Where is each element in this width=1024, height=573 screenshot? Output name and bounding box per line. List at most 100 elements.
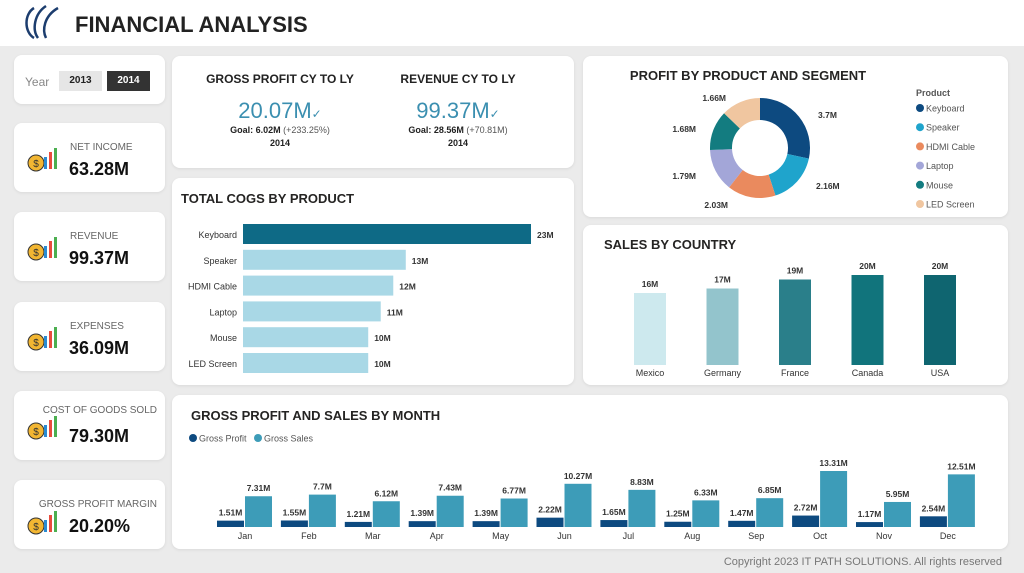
bar bbox=[536, 517, 564, 527]
bar bbox=[243, 224, 531, 244]
header: FINANCIAL ANALYSIS bbox=[0, 0, 1024, 46]
data-label: 2.16M bbox=[816, 181, 840, 191]
data-label: 2.72M bbox=[794, 503, 818, 513]
bar bbox=[344, 521, 372, 527]
kpi-value: 99.37M bbox=[69, 248, 130, 268]
category-label: Speaker bbox=[203, 256, 237, 266]
data-label: 20M bbox=[932, 261, 949, 271]
profit-sales-by-month-chart: GROSS PROFIT AND SALES BY MONTH Gross Pr… bbox=[172, 395, 1008, 549]
legend-marker bbox=[916, 104, 924, 112]
bar bbox=[664, 521, 692, 527]
data-label: 2.03M bbox=[704, 200, 728, 210]
goal-kpi: GROSS PROFIT CY TO LY 20.07M✓ Goal: 6.02… bbox=[180, 56, 380, 148]
bar bbox=[706, 288, 739, 365]
legend-title: Product bbox=[916, 88, 950, 98]
bar bbox=[245, 496, 272, 527]
data-label: 6.77M bbox=[502, 486, 526, 496]
bar bbox=[628, 489, 656, 527]
data-label: 16M bbox=[642, 279, 659, 289]
bar bbox=[280, 520, 308, 527]
hand-coin-icon: $ bbox=[27, 416, 57, 440]
goal-value: 20.07M bbox=[238, 98, 312, 123]
goal-value: 99.37M bbox=[416, 98, 490, 123]
data-label: 17M bbox=[714, 275, 731, 285]
data-label: 1.25M bbox=[666, 509, 690, 519]
bar bbox=[217, 520, 244, 527]
bar bbox=[600, 520, 628, 527]
donut-slice bbox=[729, 170, 776, 198]
category-label: Aug bbox=[684, 531, 700, 541]
data-label: 13.31M bbox=[819, 458, 847, 468]
kpi-label: NET INCOME bbox=[70, 142, 133, 153]
donut-slice bbox=[710, 149, 743, 188]
category-label: LED Screen bbox=[188, 359, 237, 369]
year-option-2013[interactable]: 2013 bbox=[59, 71, 102, 91]
category-label: Feb bbox=[301, 531, 317, 541]
data-label: 6.12M bbox=[374, 488, 398, 498]
bar bbox=[243, 249, 406, 270]
bar bbox=[884, 501, 911, 527]
svg-text:$: $ bbox=[33, 248, 39, 259]
legend-marker bbox=[916, 161, 924, 170]
kpi-label: REVENUE bbox=[70, 231, 119, 242]
chart-title: TOTAL COGS BY PRODUCT bbox=[181, 191, 355, 206]
goal-card: GROSS PROFIT CY TO LY 20.07M✓ Goal: 6.02… bbox=[172, 56, 574, 168]
data-label: 2.22M bbox=[538, 505, 562, 515]
donut-slice bbox=[760, 98, 810, 159]
category-label: Sep bbox=[748, 531, 764, 541]
donut-slice bbox=[710, 113, 740, 151]
legend-marker bbox=[189, 434, 197, 442]
bar bbox=[472, 521, 500, 527]
category-label: Keyboard bbox=[198, 230, 237, 240]
legend-label: Keyboard bbox=[926, 104, 965, 114]
kpi-card: $ EXPENSES 36.09M bbox=[14, 302, 165, 371]
legend-label: Gross Sales bbox=[264, 434, 314, 444]
bar bbox=[243, 275, 394, 296]
bar bbox=[308, 494, 336, 527]
kpi-card: $ GROSS PROFIT MARGIN 20.20% bbox=[14, 480, 165, 549]
svg-text:$: $ bbox=[33, 427, 39, 438]
goal-diff: (+233.25%) bbox=[283, 125, 330, 135]
data-label: 1.65M bbox=[602, 507, 626, 517]
year-filter: Year 2013 2014 bbox=[14, 55, 165, 104]
profit-growth-icon: $ bbox=[27, 511, 57, 535]
year-option-2014[interactable]: 2014 bbox=[107, 71, 150, 91]
check-icon: ✓ bbox=[311, 107, 322, 121]
data-label: 3.7M bbox=[818, 110, 837, 120]
bar bbox=[436, 495, 464, 527]
legend-marker bbox=[254, 434, 262, 442]
category-label: Jun bbox=[557, 531, 572, 541]
data-label: 1.17M bbox=[858, 509, 882, 519]
data-label: 1.47M bbox=[730, 508, 754, 518]
bar bbox=[792, 515, 820, 527]
data-label: 1.79M bbox=[672, 171, 696, 181]
data-label: 1.21M bbox=[346, 509, 370, 519]
legend-marker bbox=[916, 200, 924, 208]
data-label: 7.7M bbox=[313, 482, 332, 492]
kpi-value: 20.20% bbox=[69, 516, 131, 536]
category-label: Oct bbox=[813, 531, 828, 541]
data-label: 19M bbox=[787, 266, 804, 276]
legend-label: Speaker bbox=[926, 123, 960, 133]
bar bbox=[408, 521, 436, 527]
kpi-label: GROSS PROFIT MARGIN bbox=[38, 499, 157, 510]
data-label: 13M bbox=[412, 256, 429, 266]
profit-by-product-chart: PROFIT BY PRODUCT AND SEGMENT 3.7M 2.16M 2… bbox=[583, 56, 1008, 217]
donut-slice bbox=[768, 153, 809, 196]
data-label: 1.55M bbox=[283, 507, 307, 517]
legend-label: Mouse bbox=[926, 180, 953, 190]
data-label: 10M bbox=[374, 333, 391, 343]
bar bbox=[500, 498, 528, 527]
data-label: 12.51M bbox=[947, 461, 975, 471]
chart-title: SALES BY COUNTRY bbox=[604, 237, 737, 252]
category-label: Jul bbox=[623, 531, 635, 541]
kpi-label: EXPENSES bbox=[70, 321, 124, 332]
donut-slice bbox=[724, 98, 760, 129]
logo-icon bbox=[25, 4, 59, 40]
data-label: 1.68M bbox=[672, 124, 696, 134]
legend-marker bbox=[916, 180, 924, 189]
goal-title: REVENUE CY TO LY bbox=[400, 72, 516, 86]
data-label: 10M bbox=[374, 359, 391, 369]
svg-text:$: $ bbox=[33, 522, 39, 533]
page-title: FINANCIAL ANALYSIS bbox=[75, 12, 308, 37]
